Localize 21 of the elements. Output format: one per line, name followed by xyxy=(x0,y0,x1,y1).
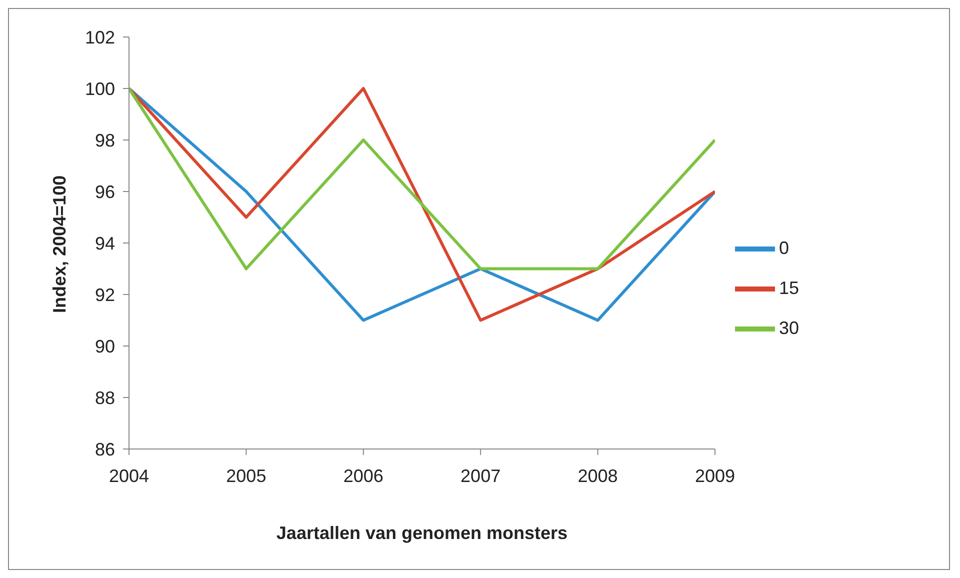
legend-label: 30 xyxy=(778,318,799,338)
y-tick-label: 102 xyxy=(84,27,115,48)
x-tick-label: 2009 xyxy=(694,466,735,486)
y-tick-label: 98 xyxy=(94,130,115,150)
line-series xyxy=(129,87,715,322)
y-tick-label: 94 xyxy=(94,233,115,254)
x-tick-label: 2008 xyxy=(578,466,618,486)
x-tick-label: 2005 xyxy=(226,466,266,486)
y-tick-label: 100 xyxy=(84,78,115,99)
x-axis-title: Jaartallen van genomen monsters xyxy=(276,523,568,543)
x-tick-label: 2007 xyxy=(460,466,501,486)
legend-label: 15 xyxy=(778,278,799,298)
legend-label: 0 xyxy=(778,238,789,258)
y-axis-title: Index, 2004=100 xyxy=(49,175,70,313)
y-tick-label: 90 xyxy=(94,336,115,356)
y-tick-label: 86 xyxy=(94,439,115,460)
y-tick-label: 92 xyxy=(94,284,115,305)
y-tick-label: 96 xyxy=(94,182,115,202)
y-tick-label: 88 xyxy=(94,388,115,408)
x-tick-label: 2006 xyxy=(343,466,384,486)
x-tick-label: 2004 xyxy=(108,466,150,486)
